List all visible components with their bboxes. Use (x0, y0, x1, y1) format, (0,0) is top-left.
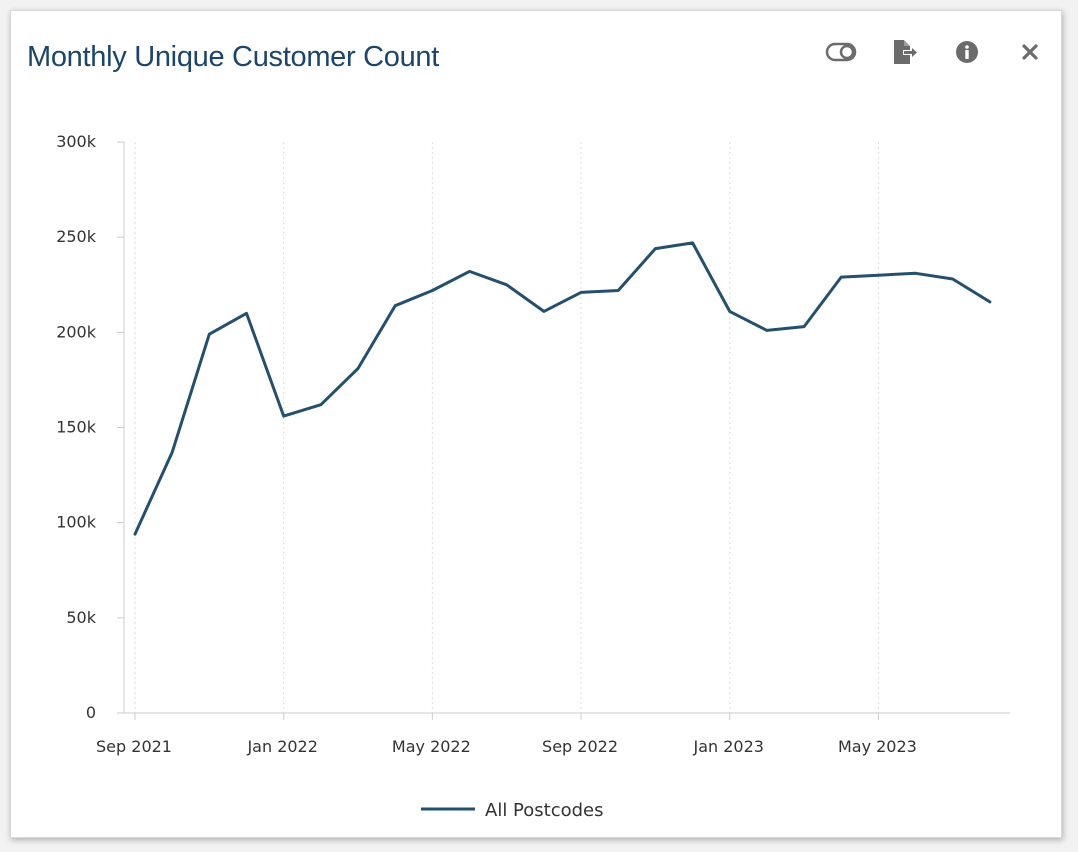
y-tick-label: 100k (56, 513, 97, 532)
data-point[interactable] (279, 411, 289, 421)
y-tick-label: 300k (56, 132, 97, 151)
chart-title: Monthly Unique Customer Count (27, 41, 439, 73)
data-point[interactable] (167, 447, 177, 457)
close-icon (1022, 44, 1038, 60)
y-tick-label: 150k (56, 418, 97, 437)
data-point[interactable] (316, 400, 326, 410)
x-tick-label: May 2023 (838, 737, 917, 756)
close-button[interactable] (1013, 35, 1047, 69)
data-point[interactable] (576, 287, 586, 297)
data-point[interactable] (242, 308, 252, 318)
x-tick-label: Jan 2023 (692, 737, 763, 756)
x-tick-label: Sep 2022 (542, 737, 618, 756)
data-point[interactable] (836, 272, 846, 282)
y-tick-label: 0 (86, 703, 96, 722)
data-point[interactable] (762, 325, 772, 335)
data-point[interactable] (948, 274, 958, 284)
data-point[interactable] (465, 266, 475, 276)
data-point[interactable] (725, 306, 735, 316)
data-point[interactable] (613, 285, 623, 295)
toggle-button[interactable] (824, 35, 858, 69)
info-button[interactable] (950, 35, 984, 69)
x-tick-label: May 2022 (392, 737, 471, 756)
line-chart: 0 50k 100k 150k 200k 250k 300k Sep 2021 Jan 2022… (56, 132, 1010, 821)
y-tick-label: 50k (66, 608, 96, 627)
data-point[interactable] (650, 244, 660, 254)
data-point[interactable] (427, 285, 437, 295)
data-point[interactable] (688, 238, 698, 248)
export-icon (894, 40, 917, 64)
y-tick-label: 200k (56, 322, 97, 341)
x-tick-label: Sep 2021 (96, 737, 172, 756)
export-button[interactable] (887, 35, 921, 69)
info-icon (956, 41, 978, 63)
data-point[interactable] (911, 268, 921, 278)
series-line[interactable] (133, 241, 992, 536)
data-point[interactable] (873, 270, 883, 280)
data-point[interactable] (204, 329, 214, 339)
toggle-icon (825, 42, 857, 62)
data-point[interactable] (130, 529, 140, 539)
data-point[interactable] (390, 301, 400, 311)
data-point[interactable] (539, 306, 549, 316)
data-point[interactable] (502, 280, 512, 290)
data-point[interactable] (799, 322, 809, 332)
chart-card: Monthly Unique Customer Count (10, 10, 1062, 838)
data-point[interactable] (353, 363, 363, 373)
chart-toolbar (795, 35, 1047, 69)
y-tick-label: 250k (56, 227, 97, 246)
data-point[interactable] (985, 297, 995, 307)
legend[interactable]: All Postcodes (421, 800, 604, 821)
x-tick-label: Jan 2022 (246, 737, 317, 756)
legend-label: All Postcodes (485, 800, 604, 821)
